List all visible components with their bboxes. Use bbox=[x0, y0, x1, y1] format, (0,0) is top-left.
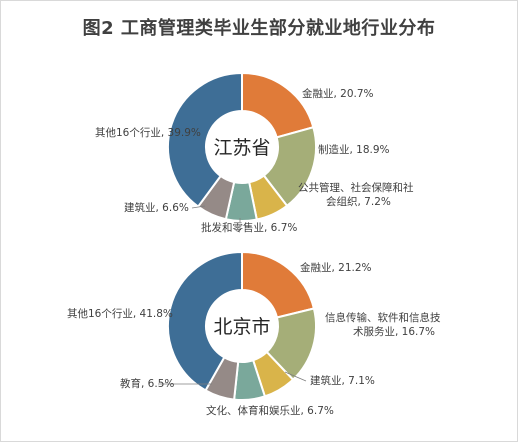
slice-1-6 bbox=[167, 71, 243, 208]
slice-label-2-2: 信息传输、软件和信息技术服务业, 16.7% bbox=[325, 311, 441, 338]
slice-2-6 bbox=[167, 250, 243, 392]
center-label-2: 北京市 bbox=[213, 316, 270, 338]
slice-label-1-1: 金融业, 20.7% bbox=[302, 87, 374, 100]
leader-line-2-3 bbox=[284, 371, 307, 382]
donut-chart-1: 江苏省 金融业, 20.7% 制造业, 18.9% 公共管理、社会保障和社会组织, 7… bbox=[95, 71, 414, 234]
chart-title: 图2 工商管理类毕业生部分就业地行业分布 bbox=[82, 18, 436, 39]
slice-1-1 bbox=[241, 71, 315, 139]
slice-label-2-6: 其他16个行业, 41.8% bbox=[67, 307, 173, 320]
donut-chart-2: 北京市 金融业, 21.2% 信息传输、软件和信息技术服务业, 16.7% 建筑业, … bbox=[67, 250, 441, 417]
slice-label-1-4: 批发和零售业, 6.7% bbox=[201, 221, 297, 234]
slice-label-2-5: 教育, 6.5% bbox=[120, 377, 174, 390]
slice-label-2-3: 建筑业, 7.1% bbox=[310, 374, 375, 387]
slice-label-2-4: 文化、体育和娱乐业, 6.7% bbox=[206, 404, 334, 417]
slice-label-1-2: 制造业, 18.9% bbox=[318, 143, 390, 156]
slice-label-1-3: 公共管理、社会保障和社会组织, 7.2% bbox=[298, 181, 414, 208]
slice-label-2-1: 金融业, 21.2% bbox=[300, 261, 372, 274]
leader-line-1-5 bbox=[191, 205, 206, 209]
slice-label-1-5: 建筑业, 6.6% bbox=[124, 201, 189, 214]
slice-label-1-6: 其他16个行业, 39.9% bbox=[95, 126, 201, 139]
center-label-1: 江苏省 bbox=[213, 137, 270, 159]
